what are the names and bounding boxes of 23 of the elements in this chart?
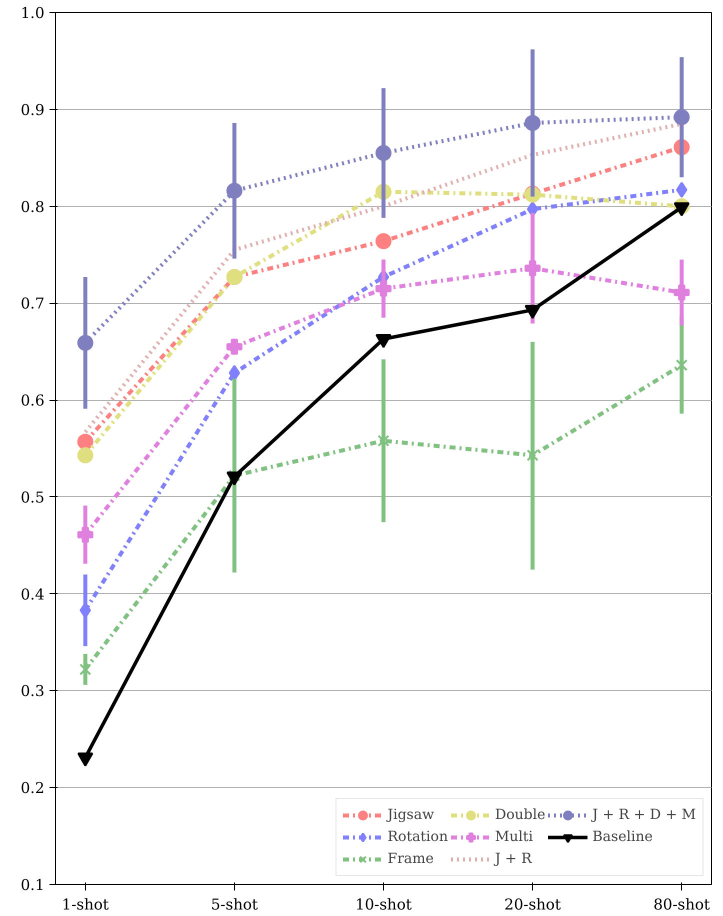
x-tick-label: 80-shot [653,896,710,914]
legend-label: Frame [387,851,434,867]
legend-label: Double [494,807,546,823]
legend-label: J + R + D + M [592,807,696,823]
x-tick-label: 5-shot [210,896,258,914]
y-tick-label: 0.2 [20,779,45,798]
y-tick-label: 0.4 [20,585,45,604]
x-tick-label: 1-shot [62,896,109,914]
y-tick-label: 0.3 [20,682,45,700]
y-tick-label: 0.1 [20,876,45,894]
legend-label: Rotation [387,829,448,845]
legend-label: J + R [494,851,532,867]
x-tick-label: 20-shot [504,896,561,914]
legend-label: Multi [494,829,533,845]
y-tick-label: 0.9 [20,100,45,119]
y-tick-label: 0.6 [20,392,45,410]
y-tick-label: 1.0 [20,4,45,22]
y-tick-label: 0.7 [20,294,45,313]
legend-label: Baseline [592,829,653,845]
y-tick-label: 0.5 [20,488,45,506]
legend-label: Jigsaw [387,807,434,823]
y-tick-label: 0.8 [20,198,45,216]
x-tick-label: 10-shot [355,896,412,914]
